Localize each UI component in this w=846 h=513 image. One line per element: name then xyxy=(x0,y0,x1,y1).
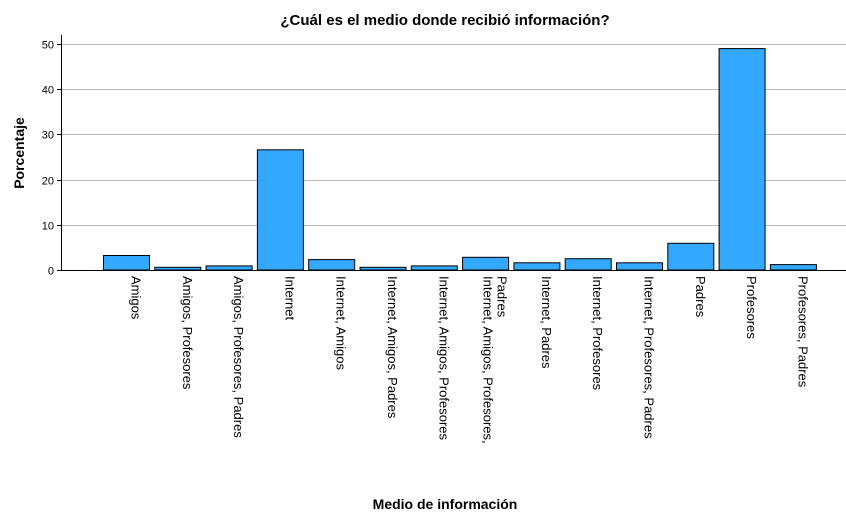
y-axis-title: Porcentaje xyxy=(11,117,27,189)
y-axis: 0 10 20 30 40 50 xyxy=(42,35,62,278)
y-tick-label: 50 xyxy=(42,40,54,52)
category-label: Amigos xyxy=(129,276,144,320)
grid-lines xyxy=(61,44,846,226)
category-labels: Amigos Amigos, Profesores Amigos, Profesor… xyxy=(129,276,811,444)
category-label: Internet, Amigos, Profesores, xyxy=(481,276,496,444)
category-label: Internet, Profesores, Padres xyxy=(642,276,657,439)
category-label: Padres xyxy=(495,276,510,318)
bar xyxy=(154,266,202,271)
bar xyxy=(462,256,510,271)
y-tick-label: 30 xyxy=(42,130,54,142)
bar xyxy=(410,265,458,271)
category-label: Internet, Profesores xyxy=(590,276,605,391)
bar xyxy=(359,266,407,271)
x-axis-title: Medio de información xyxy=(373,496,518,512)
category-label: Internet, Amigos xyxy=(334,276,349,370)
category-label: Padres xyxy=(693,276,708,318)
bars xyxy=(103,48,817,271)
category-label: Internet, Amigos, Profesores xyxy=(436,276,451,441)
y-tick-label: 0 xyxy=(48,266,54,278)
bar xyxy=(308,259,356,271)
category-label: Amigos, Profesores, Padres xyxy=(231,276,246,438)
y-tick-label: 40 xyxy=(42,85,54,97)
bar xyxy=(616,262,663,271)
y-tick-label: 10 xyxy=(42,221,54,233)
category-label: Internet, Padres xyxy=(539,276,554,369)
y-tick-label: 20 xyxy=(42,176,54,188)
category-label: Profesores, Padres xyxy=(795,276,810,388)
bar xyxy=(205,265,253,271)
chart-title: ¿Cuál es el medio donde recibió informac… xyxy=(280,12,609,29)
bar xyxy=(718,48,766,271)
category-label: Internet, Amigos, Padres xyxy=(385,276,400,419)
bar xyxy=(667,242,715,271)
bar xyxy=(256,149,304,271)
bar xyxy=(513,262,561,271)
bar xyxy=(564,258,612,271)
category-label: Internet xyxy=(282,276,297,320)
category-label: Profesores xyxy=(744,276,759,339)
bar xyxy=(103,255,150,271)
category-label: Amigos, Profesores xyxy=(180,276,195,390)
bar xyxy=(769,264,817,271)
